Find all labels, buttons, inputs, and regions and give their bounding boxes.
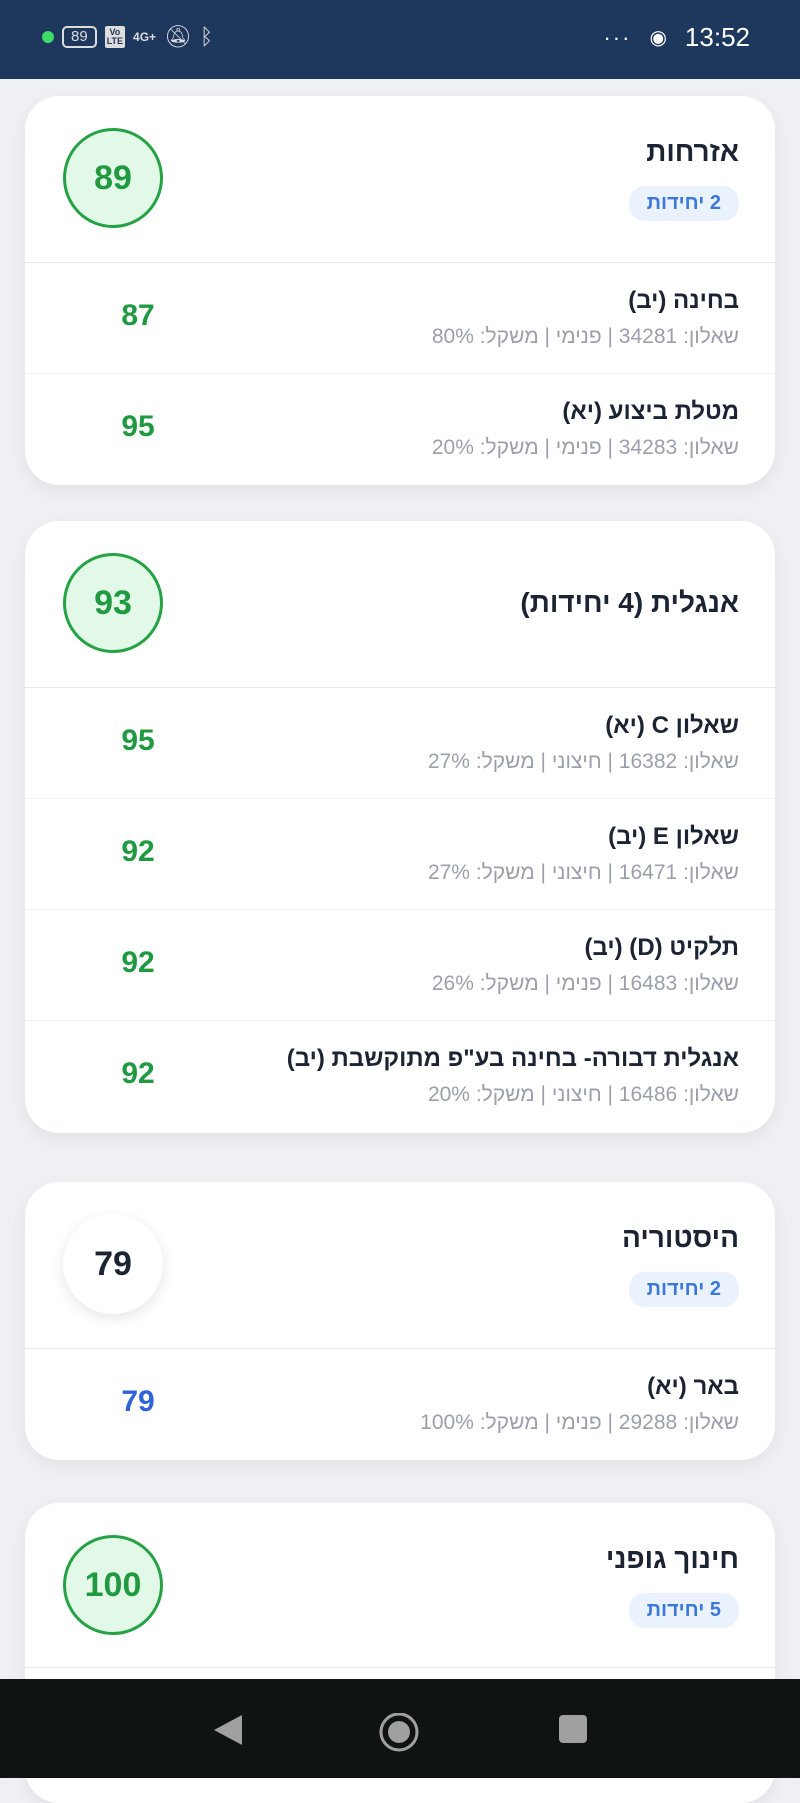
exam-score: 79 <box>121 1385 155 1418</box>
exam-row[interactable]: בחינה (יב) שאלון: 34281 | פנימי | משקל: … <box>25 263 775 374</box>
exam-row[interactable]: באר (יא) שאלון: 29288 | פנימי | משקל: 10… <box>25 1349 775 1460</box>
exam-name: מטלת ביצוע (יא) <box>562 398 739 425</box>
exam-meta: שאלון: 34281 | פנימי | משקל: 80% <box>431 325 739 348</box>
exam-row[interactable]: תלקיט (D) (יב) שאלון: 16483 | פנימי | מש… <box>25 910 775 1021</box>
exam-score: 95 <box>121 410 155 443</box>
exam-row[interactable]: שאלון C (יא) שאלון: 16382 | חיצוני | משק… <box>25 688 775 799</box>
subject-header[interactable]: אזרחות 2 יחידות 89 <box>25 96 775 263</box>
navigation-bar <box>0 1679 800 1778</box>
volte-icon: Vo LTE <box>104 26 126 48</box>
exam-meta: שאלון: 29288 | פנימי | משקל: 100% <box>420 1411 739 1434</box>
recents-icon[interactable] <box>558 1713 588 1747</box>
clock: 13:52 <box>684 22 750 52</box>
exam-name: שאלון C (יא) <box>605 712 739 739</box>
subject-header[interactable]: היסטוריה 2 יחידות 79 <box>25 1182 775 1349</box>
subject-header[interactable]: חינוך גופני 5 יחידות 100 <box>25 1503 775 1668</box>
subject-header[interactable]: אנגלית (4 יחידות) 93 <box>25 521 775 688</box>
bluetooth-icon: ᛒ <box>199 24 214 49</box>
exam-name: שאלון E (יב) <box>608 823 739 850</box>
home-icon[interactable] <box>378 1713 420 1755</box>
exam-row[interactable]: מטלת ביצוע (יא) שאלון: 34283 | פנימי | מ… <box>25 374 775 485</box>
exam-name: בחינה (יב) <box>628 287 739 314</box>
more-notifications-icon: ··· <box>603 24 632 50</box>
exam-score: 95 <box>121 724 155 757</box>
exam-row[interactable]: אנגלית דבורה- בחינה בע"פ מתוקשבת (יב) שא… <box>25 1021 775 1132</box>
back-icon[interactable] <box>212 1713 244 1747</box>
exam-score: 92 <box>121 946 155 979</box>
exam-name: תלקיט (D) (יב) <box>584 934 739 961</box>
status-bar: 89 Vo LTE 4G+ 🔕︎ ᛒ ··· ◉ 13:52 <box>0 0 800 79</box>
subject-title: היסטוריה <box>621 1222 739 1253</box>
bell-muted-icon: 🔕︎ <box>164 24 192 49</box>
exam-meta: שאלון: 16483 | פנימי | משקל: 26% <box>431 972 739 995</box>
signal-icon: 4G+ <box>133 30 157 44</box>
subject-title: חינוך גופני <box>605 1543 739 1574</box>
final-score-circle: 79 <box>63 1214 163 1314</box>
units-badge: 2 יחידות <box>628 186 739 221</box>
subject-title: אזרחות <box>646 136 739 167</box>
exam-score: 92 <box>121 1057 155 1090</box>
exam-name: באר (יא) <box>647 1373 739 1400</box>
exam-meta: שאלון: 16486 | חיצוני | משקל: 20% <box>427 1083 739 1106</box>
exam-score: 92 <box>121 835 155 868</box>
subject-title: אנגלית (4 יחידות) <box>520 587 739 618</box>
final-score-circle: 93 <box>63 553 163 653</box>
exam-row[interactable]: שאלון E (יב) שאלון: 16471 | חיצוני | משק… <box>25 799 775 910</box>
exam-name: אנגלית דבורה- בחינה בע"פ מתוקשבת (יב) <box>286 1045 739 1072</box>
subject-card[interactable]: אנגלית (4 יחידות) 93 שאלון C (יא) שאלון:… <box>25 521 775 1133</box>
camera-indicator-icon <box>42 31 54 43</box>
chrome-icon: ◉ <box>649 27 667 49</box>
final-score-circle: 100 <box>63 1535 163 1635</box>
final-score-circle: 89 <box>63 128 163 228</box>
units-badge: 2 יחידות <box>628 1272 739 1307</box>
exam-score: 87 <box>121 299 155 332</box>
exam-meta: שאלון: 16471 | חיצוני | משקל: 27% <box>427 861 739 884</box>
exam-meta: שאלון: 34283 | פנימי | משקל: 20% <box>431 436 739 459</box>
subject-card[interactable]: אזרחות 2 יחידות 89 בחינה (יב) שאלון: 342… <box>25 96 775 485</box>
subject-card[interactable]: היסטוריה 2 יחידות 79 באר (יא) שאלון: 292… <box>25 1182 775 1460</box>
battery-icon: 89 <box>62 26 97 48</box>
units-badge: 5 יחידות <box>628 1593 739 1628</box>
exam-meta: שאלון: 16382 | חיצוני | משקל: 27% <box>427 750 739 773</box>
